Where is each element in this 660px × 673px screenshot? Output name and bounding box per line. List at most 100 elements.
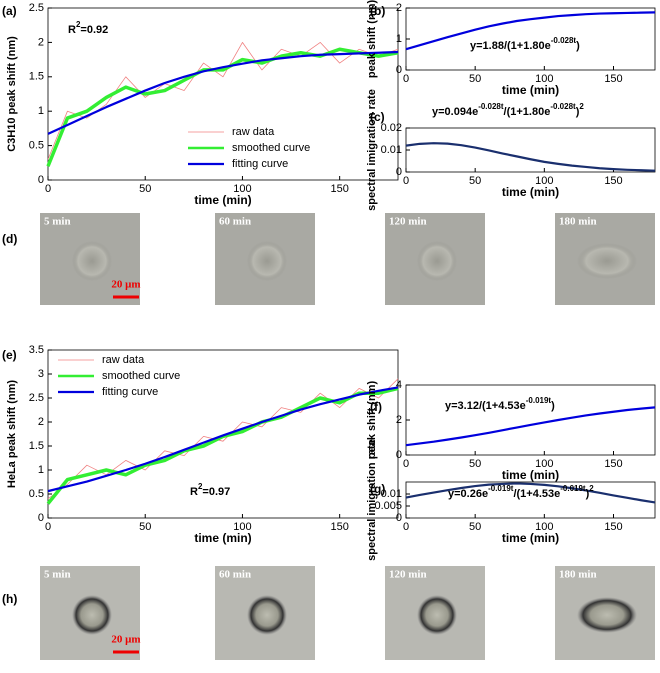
y-axis-label: peak shift (nm) [366,381,378,460]
data-line [405,406,656,447]
annotation-part: R [68,24,76,36]
y-tick-label: 1.5 [29,440,44,452]
annotation-part: -0.028t [478,102,504,111]
x-tick-label: 0 [403,521,409,533]
y-axis-label: HeLa peak shift (nm) [6,380,18,489]
annotation: y=1.88/(1+1.80e-0.028t) [470,36,580,52]
time-label: 60 min [219,216,251,228]
panel-label: (c) [370,110,385,124]
y-tick-label: 0 [396,512,402,524]
x-tick-label: 0 [403,175,409,187]
x-axis-label: time (min) [194,193,251,207]
y-tick-label: 4 [396,379,402,391]
cell [577,597,637,633]
data-line [47,50,399,135]
y-tick-label: 0.5 [29,488,44,500]
annotation-part: ) [576,40,580,52]
cell [417,595,457,635]
annotation: y=3.12/(1+4.53e-0.019t) [445,396,555,412]
y-tick-label: 0.02 [381,122,402,134]
time-label: 180 min [559,216,597,228]
legend-label: fitting curve [232,158,288,170]
annotation: R2=0.92 [68,20,108,36]
x-tick-label: 50 [469,521,481,533]
x-tick-label: 100 [535,175,553,187]
y-tick-label: 1 [38,464,44,476]
y-tick-label: 2.5 [29,392,44,404]
x-tick-label: 150 [604,521,622,533]
y-tick-label: 0.01 [381,144,402,156]
x-tick-label: 100 [535,521,553,533]
x-tick-label: 0 [45,183,51,195]
annotation-part: /(1+4.53e [513,488,560,500]
annotation-part: 2 [76,20,81,29]
y-tick-label: 0 [396,449,402,461]
time-label: 5 min [44,569,71,581]
x-tick-label: 50 [469,175,481,187]
y-tick-label: 0.01 [381,488,402,500]
y-tick-label: 0 [396,166,402,178]
x-tick-label: 150 [604,458,622,470]
annotation-part: R [190,486,198,498]
panel-label: (e) [2,348,17,362]
panel-label: (b) [370,4,385,18]
y-tick-label: 2.5 [29,2,44,14]
y-tick-label: 0 [38,174,44,186]
time-label: 5 min [44,216,71,228]
time-label: 120 min [389,569,427,581]
y-tick-label: 1 [38,105,44,117]
annotation-part: ) [586,488,590,500]
plot-area [405,481,656,519]
x-tick-label: 0 [403,458,409,470]
legend-label: smoothed curve [102,370,180,382]
x-tick-label: 100 [535,458,553,470]
x-tick-label: 50 [139,521,151,533]
cell [247,241,287,281]
x-tick-label: 50 [469,458,481,470]
x-tick-label: 150 [330,183,348,195]
x-tick-label: 100 [233,183,251,195]
legend-label: fitting curve [102,386,158,398]
y-tick-label: 2 [396,2,402,14]
y-tick-label: 0 [38,512,44,524]
legend-label: raw data [102,354,145,366]
time-label: 180 min [559,569,597,581]
data-line [46,47,399,167]
x-tick-label: 150 [604,175,622,187]
plot-area [47,349,399,519]
panel-label: (h) [2,592,17,606]
annotation-part: -0.019t [488,484,514,493]
y-tick-label: 2 [38,36,44,48]
panel-label: (d) [2,232,17,246]
x-tick-label: 0 [403,73,409,85]
annotation-part: /(1+1.80e [504,106,551,118]
panel-label: (a) [2,4,17,18]
annotation-part: -0.028t [551,36,577,45]
y-axis-label: spectral imigration rate [366,89,378,211]
y-axis-label: peak shift (nm) [366,0,378,78]
scale-label: 20 μm [111,279,140,291]
y-axis-label: spectral imigration rate [366,439,378,561]
cell [417,241,457,281]
data-line [405,482,656,504]
annotation-part: 2 [589,484,594,493]
legend-label: smoothed curve [232,142,310,154]
annotation-part: y=0.094e [432,106,478,118]
data-line [405,142,656,172]
data-line [405,11,656,51]
legend-label: raw data [232,126,275,138]
y-tick-label: 0.5 [29,140,44,152]
annotation-part: =0.97 [202,486,230,498]
annotation-part: y=1.88/(1+1.80e [470,40,551,52]
annotation-part: -0.019t [526,396,552,405]
data-line [47,42,399,160]
y-tick-label: 0 [396,64,402,76]
y-tick-label: 3 [38,368,44,380]
annotation-part: -0.019t [560,484,586,493]
x-tick-label: 50 [469,73,481,85]
time-label: 120 min [389,216,427,228]
annotation-part: -0.028t [550,102,576,111]
scale-label: 20 μm [111,634,140,646]
x-tick-label: 50 [139,183,151,195]
